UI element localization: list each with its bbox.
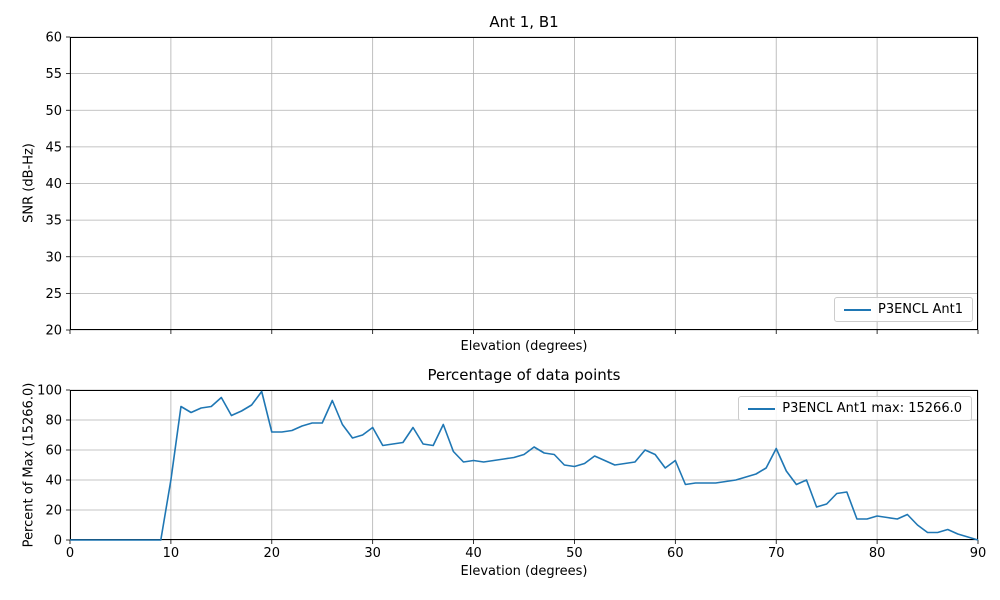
svg-text:80: 80 (45, 414, 62, 429)
svg-text:80: 80 (869, 546, 886, 561)
svg-text:25: 25 (45, 287, 62, 302)
legend-label: P3ENCL Ant1 max: 15266.0 (782, 401, 962, 416)
svg-text:20: 20 (45, 504, 62, 519)
svg-text:0: 0 (66, 546, 74, 561)
svg-text:45: 45 (45, 140, 62, 155)
svg-text:40: 40 (465, 546, 482, 561)
percentage-chart-title: Percentage of data points (427, 366, 621, 384)
svg-text:60: 60 (45, 31, 62, 46)
svg-text:100: 100 (37, 384, 62, 399)
svg-text:40: 40 (45, 177, 62, 192)
percentage-y-axis-label: Percent of Max (15266.0) (21, 382, 37, 548)
svg-text:30: 30 (45, 250, 62, 265)
snr-x-axis-label: Elevation (degrees) (460, 339, 588, 354)
legend-line-sample (748, 407, 776, 410)
percentage-legend: P3ENCL Ant1 max: 15266.0 (738, 396, 972, 421)
percentage-x-axis-label: Elevation (degrees) (460, 564, 588, 579)
legend-line-sample (843, 308, 871, 311)
svg-text:10: 10 (163, 546, 180, 561)
svg-text:40: 40 (45, 474, 62, 489)
svg-text:0: 0 (54, 534, 62, 549)
percentage-plot-area: 0 10 20 30 40 50 60 70 80 90 0 20 40 60 80 100 (37, 384, 986, 562)
snr-legend: P3ENCL Ant1 (833, 297, 973, 322)
snr-plot-area: 20 25 30 35 40 45 50 55 60 (45, 31, 979, 339)
svg-text:50: 50 (45, 104, 62, 119)
svg-text:35: 35 (45, 214, 62, 229)
svg-text:90: 90 (970, 546, 987, 561)
svg-text:30: 30 (364, 546, 381, 561)
svg-text:20: 20 (45, 324, 62, 339)
svg-text:60: 60 (45, 444, 62, 459)
svg-text:50: 50 (566, 546, 583, 561)
svg-text:55: 55 (45, 67, 62, 82)
svg-text:60: 60 (667, 546, 684, 561)
snr-y-axis-label: SNR (dB-Hz) (21, 143, 37, 223)
legend-label: P3ENCL Ant1 (877, 302, 963, 317)
svg-text:70: 70 (768, 546, 785, 561)
snr-chart-title: Ant 1, B1 (489, 13, 559, 31)
svg-text:20: 20 (264, 546, 281, 561)
